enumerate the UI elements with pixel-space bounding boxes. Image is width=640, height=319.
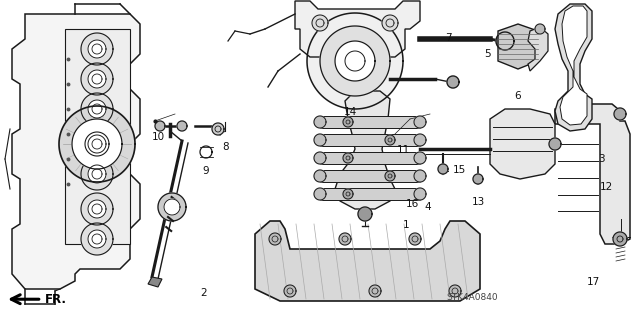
Polygon shape <box>528 27 548 71</box>
Polygon shape <box>164 199 180 215</box>
Polygon shape <box>314 188 326 200</box>
Polygon shape <box>320 26 390 96</box>
Polygon shape <box>613 232 627 246</box>
Polygon shape <box>307 13 403 109</box>
Polygon shape <box>212 123 224 135</box>
Polygon shape <box>158 193 186 221</box>
Text: 10: 10 <box>152 132 165 142</box>
Text: 4: 4 <box>424 202 431 212</box>
Polygon shape <box>385 135 395 145</box>
Polygon shape <box>496 32 514 50</box>
Polygon shape <box>614 108 626 120</box>
Polygon shape <box>409 233 421 245</box>
Polygon shape <box>88 70 106 88</box>
Polygon shape <box>177 121 187 131</box>
Polygon shape <box>414 134 426 146</box>
Polygon shape <box>343 117 353 127</box>
Polygon shape <box>81 33 113 65</box>
Polygon shape <box>555 104 630 244</box>
Polygon shape <box>320 188 420 200</box>
Polygon shape <box>88 100 106 118</box>
Text: STK4A0840: STK4A0840 <box>447 293 498 302</box>
Polygon shape <box>473 174 483 184</box>
Text: 11: 11 <box>397 145 410 155</box>
Polygon shape <box>269 233 281 245</box>
Text: 14: 14 <box>344 107 357 117</box>
Text: 7: 7 <box>445 33 451 43</box>
Text: 6: 6 <box>514 91 520 101</box>
Polygon shape <box>335 41 375 81</box>
Text: 12: 12 <box>600 182 613 192</box>
Polygon shape <box>81 158 113 190</box>
Polygon shape <box>560 6 587 125</box>
Text: 9: 9 <box>203 166 209 176</box>
Polygon shape <box>12 14 140 289</box>
Text: 8: 8 <box>222 142 228 152</box>
Polygon shape <box>385 171 395 181</box>
Polygon shape <box>81 128 113 160</box>
Polygon shape <box>314 116 326 128</box>
Polygon shape <box>449 285 461 297</box>
Polygon shape <box>320 116 420 128</box>
Polygon shape <box>447 76 459 88</box>
Polygon shape <box>72 119 122 169</box>
Polygon shape <box>555 4 592 131</box>
Polygon shape <box>414 116 426 128</box>
Polygon shape <box>343 153 353 163</box>
Polygon shape <box>414 188 426 200</box>
Polygon shape <box>88 165 106 183</box>
Polygon shape <box>535 24 545 34</box>
Polygon shape <box>358 207 372 221</box>
Polygon shape <box>490 109 555 179</box>
Text: 3: 3 <box>598 154 605 165</box>
Polygon shape <box>335 91 395 209</box>
Polygon shape <box>88 135 106 153</box>
Polygon shape <box>155 121 165 131</box>
Text: 1: 1 <box>403 220 410 230</box>
Polygon shape <box>498 24 538 69</box>
Polygon shape <box>88 230 106 248</box>
Polygon shape <box>382 15 398 31</box>
Polygon shape <box>81 193 113 225</box>
Polygon shape <box>255 221 480 301</box>
Polygon shape <box>314 134 326 146</box>
Text: 15: 15 <box>453 165 466 175</box>
Polygon shape <box>438 164 448 174</box>
Polygon shape <box>88 40 106 58</box>
Polygon shape <box>81 223 113 255</box>
Polygon shape <box>320 134 420 146</box>
Polygon shape <box>59 106 135 182</box>
Polygon shape <box>295 1 420 57</box>
Polygon shape <box>414 152 426 164</box>
Text: 17: 17 <box>588 277 600 287</box>
Text: 5: 5 <box>484 49 491 59</box>
Polygon shape <box>549 138 561 150</box>
Polygon shape <box>312 15 328 31</box>
Polygon shape <box>148 277 162 287</box>
Text: 13: 13 <box>472 197 485 207</box>
Text: FR.: FR. <box>45 293 67 306</box>
Polygon shape <box>314 152 326 164</box>
Polygon shape <box>320 170 420 182</box>
Polygon shape <box>284 285 296 297</box>
Polygon shape <box>343 189 353 199</box>
Polygon shape <box>314 170 326 182</box>
Polygon shape <box>414 170 426 182</box>
Polygon shape <box>81 93 113 125</box>
Polygon shape <box>65 29 130 244</box>
Polygon shape <box>81 63 113 95</box>
Text: 16: 16 <box>406 198 419 209</box>
Text: 2: 2 <box>200 288 207 298</box>
Polygon shape <box>339 233 351 245</box>
Polygon shape <box>88 200 106 218</box>
Polygon shape <box>320 152 420 164</box>
Polygon shape <box>369 285 381 297</box>
